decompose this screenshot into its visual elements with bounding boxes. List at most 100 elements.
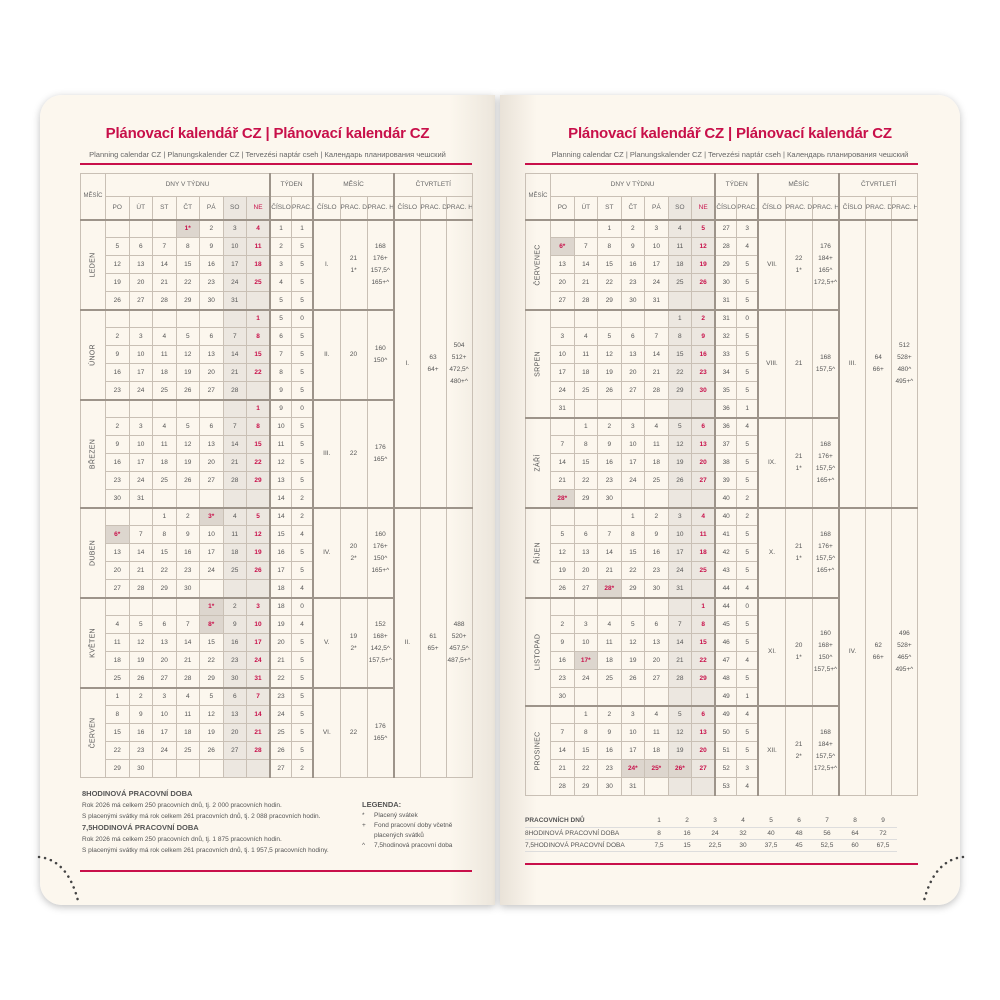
value-line: 63 [429, 353, 437, 361]
day-cell: 27 [691, 759, 716, 778]
value-line: 480^ [897, 365, 912, 373]
day-cell: 9 [620, 237, 646, 256]
week-number: 21 [269, 651, 293, 670]
decorative-dots [921, 855, 965, 907]
day-cell: 12 [597, 345, 622, 364]
legend-symbol: + [362, 822, 366, 829]
week-working-days: 5 [291, 651, 314, 670]
day-cell: 25* [644, 759, 669, 778]
month-working-days: 22 [339, 686, 368, 778]
subheader-wdays: PRAC. DNŮ [291, 196, 314, 220]
day-cell: 15 [597, 255, 622, 274]
day-cell: 1 [246, 398, 271, 418]
day-cell: 5 [175, 327, 200, 346]
day-cell [597, 687, 622, 706]
day-cell: 12 [620, 633, 646, 652]
day-cell: 23 [105, 381, 130, 400]
weekday-pá: PÁ [199, 196, 224, 220]
header-quarter: ČTVRTLETÍ [838, 173, 919, 197]
day-cell [691, 489, 716, 508]
quarter-number: II. [393, 506, 421, 778]
day-cell: 24 [667, 561, 693, 580]
month-working-hours: 160 150^ [366, 308, 395, 400]
month-working-days: 21 1* [784, 506, 813, 598]
month-working-hours: 168 184+ 157,5^ 172,5+^ [811, 704, 840, 796]
quarter-number: IV. [838, 506, 866, 796]
week-working-days: 5 [736, 273, 759, 292]
day-cell: 14 [597, 543, 622, 562]
day-cell: 28 [644, 381, 669, 400]
day-cell: 7 [667, 615, 693, 634]
value-line: 172,5+^ [813, 764, 838, 772]
day-cell: 4 [573, 327, 599, 346]
month-name: ČERVENEC [534, 243, 542, 286]
day-cell: 2 [550, 615, 575, 634]
day-cell: 30 [105, 489, 130, 508]
month-working-days: 22 [339, 398, 368, 508]
weekday-út: ÚT [573, 196, 599, 220]
day-cell [105, 218, 130, 238]
week-number: 48 [714, 669, 738, 688]
day-cell: 2 [644, 506, 669, 526]
weekday-út: ÚT [128, 196, 153, 220]
day-cell [128, 596, 153, 616]
value-line: 495+^ [895, 377, 914, 385]
day-cell: 17 [644, 255, 669, 274]
day-cell: 7 [128, 525, 153, 544]
day-cell [128, 308, 153, 328]
day-cell: 29 [152, 579, 177, 598]
day-cell [105, 596, 130, 616]
month-number: VI. [312, 686, 341, 778]
day-cell: 23 [128, 741, 153, 760]
week-row: ZÁŘÍ 1 2 3 4 5 6 36 4 IX. 21 1* 168 176+ 157,5^ 165+^ [524, 416, 918, 508]
day-cell [667, 687, 693, 706]
day-cell: 10 [620, 723, 646, 742]
week-number: 35 [714, 381, 738, 400]
day-cell [199, 398, 224, 418]
day-cell: 12 [128, 633, 153, 652]
month-number: III. [312, 398, 341, 508]
day-cell: 19 [105, 273, 130, 292]
day-cell [597, 308, 622, 328]
day-cell [573, 399, 599, 418]
value-line: 62 [874, 641, 882, 649]
week-number: 25 [269, 723, 293, 742]
month-working-hours: 168 176+ 157,5^ 165+^ [811, 416, 840, 508]
week-row: 9 10 11 12 13 14 15 46 5 [526, 633, 918, 652]
weekday-st: ST [597, 196, 622, 220]
day-cell: 10 [573, 633, 599, 652]
week-number: 13 [269, 471, 293, 490]
day-cell: 3 [128, 327, 153, 346]
week-number: 4 [269, 273, 293, 292]
day-cell: 18 [175, 723, 200, 742]
value-line: 66+ [872, 365, 884, 373]
week-working-days: 5 [291, 273, 314, 292]
week-working-days: 2 [736, 506, 759, 526]
week-number: 31 [714, 291, 738, 310]
day-cell: 11 [667, 237, 693, 256]
day-cell [667, 291, 693, 310]
day-cell: 24 [246, 651, 271, 670]
week-number: 41 [714, 525, 738, 544]
day-cell [550, 416, 575, 436]
header-quarter: ČTVRTLETÍ [393, 173, 473, 197]
day-cell: 9 [597, 435, 622, 454]
day-cell [620, 308, 646, 328]
day-cell: 14 [550, 453, 575, 472]
day-cell: 2 [691, 308, 716, 328]
day-cell [644, 596, 669, 616]
week-row: 6* 7 8 9 10 11 12 15 4 [81, 525, 473, 544]
day-cell: 13 [222, 705, 247, 724]
day-cell: 5 [667, 704, 693, 724]
week-working-days: 5 [736, 363, 759, 382]
row-value: 60 [841, 839, 869, 852]
h75-line-1: Rok 2026 má celkem 250 pracovních dnů, t… [82, 836, 282, 843]
day-cell: 21 [128, 561, 153, 580]
week-row: ŘÍJEN 1 2 3 4 40 2 X. 21 1* 168 176+ 157,5^ 165+^ IV. 6… [524, 506, 919, 796]
week-working-days: 4 [736, 237, 759, 256]
value-line: 20 [349, 350, 358, 358]
month-number: XII. [757, 704, 786, 796]
day-cell: 15 [152, 543, 177, 562]
day-cell: 28 [175, 669, 200, 688]
day-cell [667, 777, 693, 796]
